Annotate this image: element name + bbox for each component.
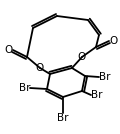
Text: Br: Br — [18, 83, 30, 93]
Text: Br: Br — [57, 113, 69, 123]
Text: Br: Br — [91, 90, 102, 100]
Text: O: O — [78, 52, 86, 62]
Text: O: O — [109, 36, 117, 46]
Text: Br: Br — [99, 72, 111, 82]
Text: O: O — [5, 45, 13, 55]
Text: O: O — [36, 63, 44, 73]
